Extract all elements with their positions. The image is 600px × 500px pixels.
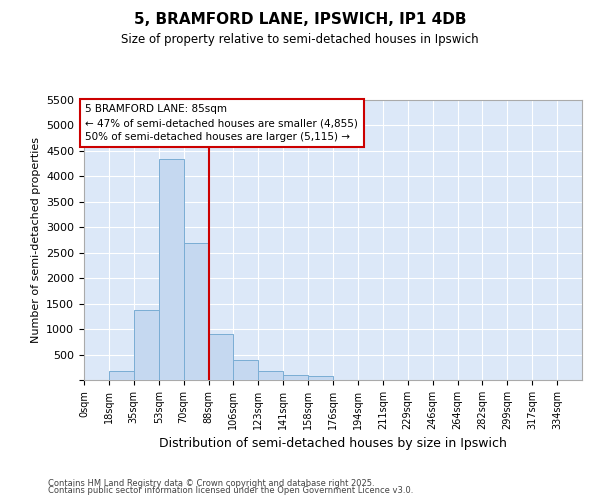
Y-axis label: Number of semi-detached properties: Number of semi-detached properties: [31, 137, 41, 343]
Bar: [308, 376, 333, 380]
Bar: [159, 158, 184, 380]
Text: Contains HM Land Registry data © Crown copyright and database right 2025.: Contains HM Land Registry data © Crown c…: [48, 478, 374, 488]
Text: 5 BRAMFORD LANE: 85sqm
← 47% of semi-detached houses are smaller (4,855)
50% of : 5 BRAMFORD LANE: 85sqm ← 47% of semi-det…: [85, 104, 358, 142]
Text: 5, BRAMFORD LANE, IPSWICH, IP1 4DB: 5, BRAMFORD LANE, IPSWICH, IP1 4DB: [134, 12, 466, 28]
Bar: [283, 375, 308, 380]
Text: Size of property relative to semi-detached houses in Ipswich: Size of property relative to semi-detach…: [121, 32, 479, 46]
Text: Contains public sector information licensed under the Open Government Licence v3: Contains public sector information licen…: [48, 486, 413, 495]
Bar: [109, 372, 134, 380]
Bar: [233, 360, 259, 380]
Bar: [184, 242, 209, 380]
Bar: [259, 372, 283, 380]
X-axis label: Distribution of semi-detached houses by size in Ipswich: Distribution of semi-detached houses by …: [159, 438, 507, 450]
Bar: [209, 334, 233, 380]
Bar: [134, 310, 159, 380]
